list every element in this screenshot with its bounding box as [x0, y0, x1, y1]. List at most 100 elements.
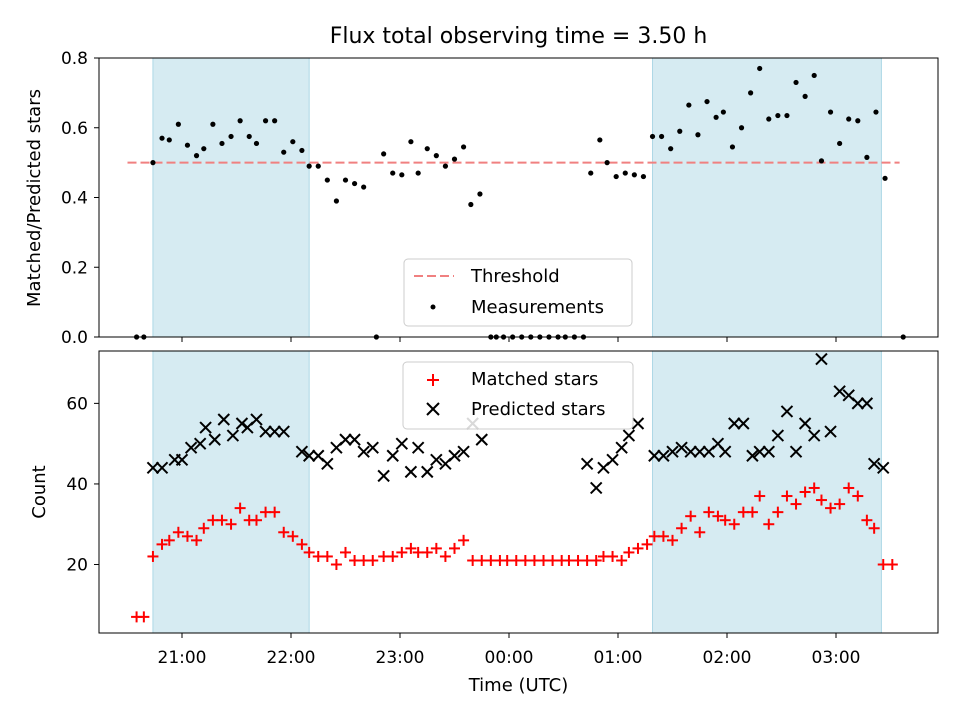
- predicted-star-point: [295, 445, 309, 458]
- measurement-point: [210, 121, 216, 127]
- top-ytick-label: 0.4: [61, 189, 88, 209]
- predicted-star-point: [339, 433, 352, 446]
- measurement-point: [677, 128, 683, 134]
- matched-star-point: [405, 542, 417, 554]
- measurement-point: [306, 163, 312, 169]
- measurement-point: [686, 102, 692, 108]
- measurement-point: [315, 163, 321, 169]
- predicted-star-point: [155, 461, 169, 475]
- matched-star-point: [703, 506, 715, 518]
- top-ytick-label: 0.0: [61, 328, 88, 348]
- measurement-point: [864, 154, 870, 160]
- bottom-y-axis-label: Count: [29, 465, 50, 518]
- matched-star-point: [763, 518, 775, 530]
- predicted-star-point: [615, 441, 628, 454]
- measurement-point: [668, 146, 674, 152]
- matched-star-point: [449, 542, 460, 554]
- measurement-point: [588, 170, 594, 176]
- predicted-star-point: [771, 429, 785, 442]
- measurement-point: [361, 184, 367, 190]
- predicted-star-point: [789, 445, 803, 458]
- measurement-point: [846, 116, 852, 122]
- bottom-y-ticks: 20 40 60: [66, 394, 99, 576]
- measurement-point: [720, 109, 726, 115]
- measurement-point: [882, 175, 888, 181]
- top-y-ticks: 0.0 0.2 0.4 0.6 0.8: [61, 49, 99, 348]
- legend-predicted-swatch: [426, 402, 440, 416]
- legend-matched-label: Matched stars: [471, 369, 598, 390]
- predicted-star-point: [657, 449, 670, 462]
- predicted-star-point: [430, 453, 443, 466]
- measurement-point: [228, 133, 234, 140]
- measurement-point: [695, 132, 701, 138]
- bottom-ytick-label: 20: [66, 556, 88, 576]
- predicted-star-point: [589, 481, 603, 495]
- measurement-point: [324, 177, 330, 183]
- predicted-star-point: [753, 445, 766, 458]
- legend-measurements-label: Measurements: [471, 297, 604, 318]
- predicted-star-point: [780, 405, 794, 418]
- predicted-star-point: [675, 441, 688, 454]
- measurement-point: [299, 147, 305, 154]
- x-tick-label: 00:00: [485, 648, 534, 668]
- predicted-star-point: [867, 457, 881, 471]
- measurement-point: [262, 118, 269, 124]
- matched-star-point: [868, 522, 880, 534]
- measurement-point: [333, 198, 340, 204]
- legend-predicted-label: Predicted stars: [471, 399, 605, 420]
- measurement-point: [766, 116, 772, 122]
- matched-star-point: [225, 518, 237, 530]
- measurement-point: [433, 153, 439, 159]
- predicted-star-point: [448, 449, 461, 462]
- matched-star-point: [685, 510, 697, 522]
- measurement-point: [201, 146, 207, 152]
- matched-star-point: [430, 542, 442, 554]
- predicted-star-point: [277, 425, 290, 438]
- x-tick-label: 23:00: [376, 648, 425, 668]
- predicted-star-point: [580, 457, 594, 471]
- top-panel: 0.00.20.40.60.8 Matched/Predicted stars …: [24, 49, 939, 348]
- matched-star-point: [667, 534, 678, 546]
- x-axis-label: Time (UTC): [468, 675, 569, 696]
- measurement-point: [855, 118, 861, 124]
- matched-star-point: [330, 559, 342, 571]
- measurement-point: [281, 149, 287, 155]
- measurement-point: [159, 135, 165, 141]
- measurement-point: [219, 140, 225, 147]
- matched-star-point: [861, 514, 873, 526]
- matched-star-point: [632, 542, 644, 554]
- predicted-star-point: [824, 425, 837, 438]
- matched-star-point: [712, 510, 724, 522]
- predicted-star-point: [737, 417, 750, 430]
- measurement-point: [811, 72, 817, 79]
- measurement-point: [729, 144, 736, 150]
- matched-star-point: [719, 514, 731, 526]
- measurements-points: [133, 65, 906, 340]
- top-axes-frame: [98, 57, 939, 338]
- predicted-star-point: [762, 445, 775, 458]
- predicted-star-point: [199, 421, 212, 434]
- predicted-star-point: [250, 413, 263, 426]
- matched-star-point: [216, 514, 228, 526]
- predicted-star-point: [648, 449, 661, 462]
- measurement-point: [597, 137, 603, 143]
- bottom-x-ticks: 21:00 22:00 23:00 00:00 01:00 02:00 03:00: [158, 633, 861, 668]
- matched-star-point: [269, 506, 281, 518]
- measurement-point: [442, 163, 449, 169]
- matched-star-point: [623, 546, 635, 558]
- matched-star-point: [825, 502, 837, 514]
- predicted-star-point: [208, 433, 221, 446]
- top-shaded-regions: [152, 57, 882, 338]
- matched-star-point: [234, 502, 246, 514]
- measurement-point: [399, 172, 405, 178]
- predicted-star-point: [622, 429, 636, 442]
- matched-star-point: [156, 538, 168, 550]
- matched-star-point: [852, 490, 864, 502]
- measurement-point: [150, 160, 156, 166]
- measurement-point: [738, 125, 745, 131]
- measurement-point: [166, 137, 172, 143]
- measurement-point: [460, 144, 467, 150]
- measurement-point: [390, 170, 396, 176]
- top-shade-1: [652, 57, 882, 338]
- predicted-star-point: [457, 445, 470, 458]
